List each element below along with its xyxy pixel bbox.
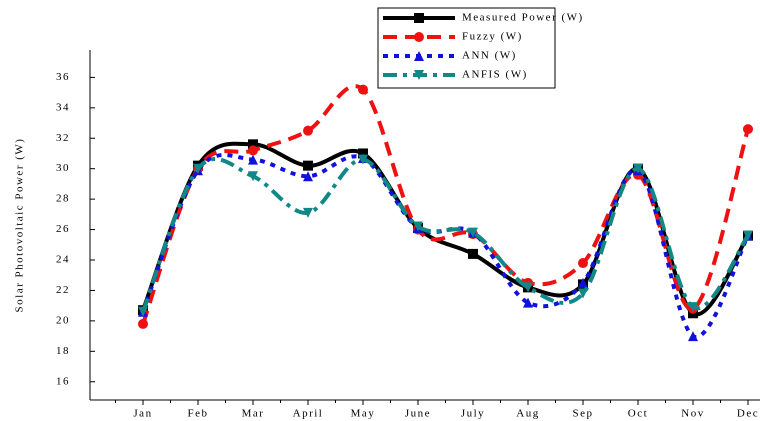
x-tick-label: May: [351, 408, 376, 420]
data-point: [248, 171, 258, 182]
y-tick-label: 16: [56, 375, 70, 387]
y-axis-label: Solar Photovoltaic Power (W): [14, 138, 26, 313]
y-tick-label: 32: [56, 132, 70, 144]
legend-marker: [414, 32, 424, 42]
legend-box: [377, 7, 556, 89]
data-point: [303, 171, 313, 182]
data-point: [578, 288, 588, 299]
y-tick-label: 20: [56, 314, 70, 326]
legend-label: Fuzzy (W): [462, 31, 523, 43]
x-tick-label: Oct: [628, 408, 648, 420]
data-point: [468, 248, 478, 259]
y-tick-label: 30: [56, 162, 70, 174]
x-tick-label: July: [461, 408, 485, 420]
legend-marker: [414, 70, 424, 80]
data-point: [633, 163, 643, 174]
data-point: [193, 163, 203, 174]
data-point: [578, 258, 588, 269]
data-point: [248, 154, 258, 165]
legend-label: Measured Power (W): [462, 12, 584, 24]
data-point: [743, 124, 753, 135]
legend-label: ANN (W): [462, 50, 517, 62]
data-point: [303, 125, 313, 136]
x-tick-label: April: [293, 408, 324, 420]
series-line: [141, 84, 750, 325]
data-point: [248, 139, 258, 150]
data-point: [358, 154, 368, 165]
legend-marker: [414, 51, 424, 61]
series-line: [141, 157, 750, 313]
data-point: [138, 306, 148, 317]
x-tick-label: Mar: [242, 408, 265, 420]
data-point: [358, 84, 368, 95]
x-tick-label: Nov: [681, 408, 704, 420]
legend-label: ANFIS (W): [462, 69, 528, 81]
data-point: [523, 297, 533, 308]
y-tick-label: 18: [56, 345, 70, 357]
data-point: [303, 160, 313, 171]
x-tick-label: Dec: [737, 408, 759, 420]
data-point: [468, 227, 478, 238]
data-point: [413, 221, 423, 232]
data-point: [688, 302, 698, 313]
x-tick-label: Sep: [573, 408, 594, 420]
x-tick-label: Jan: [133, 408, 152, 420]
y-tick-label: 28: [56, 193, 70, 205]
data-point: [688, 331, 698, 342]
x-tick-label: Aug: [516, 408, 539, 420]
series-line: [141, 141, 750, 317]
data-point: [303, 207, 313, 218]
data-point: [248, 145, 258, 156]
data-point: [523, 282, 533, 293]
data-point: [138, 318, 148, 329]
data-point: [743, 230, 753, 241]
data-point: [578, 277, 588, 288]
series-line: [141, 153, 750, 339]
y-tick-label: 36: [56, 71, 70, 83]
x-tick-label: June: [405, 408, 431, 420]
y-tick-label: 22: [56, 284, 70, 296]
y-tick-label: 24: [56, 254, 70, 266]
y-tick-label: 26: [56, 223, 70, 235]
x-tick-label: Feb: [188, 408, 209, 420]
legend-marker: [414, 13, 424, 23]
y-tick-label: 34: [56, 101, 70, 113]
